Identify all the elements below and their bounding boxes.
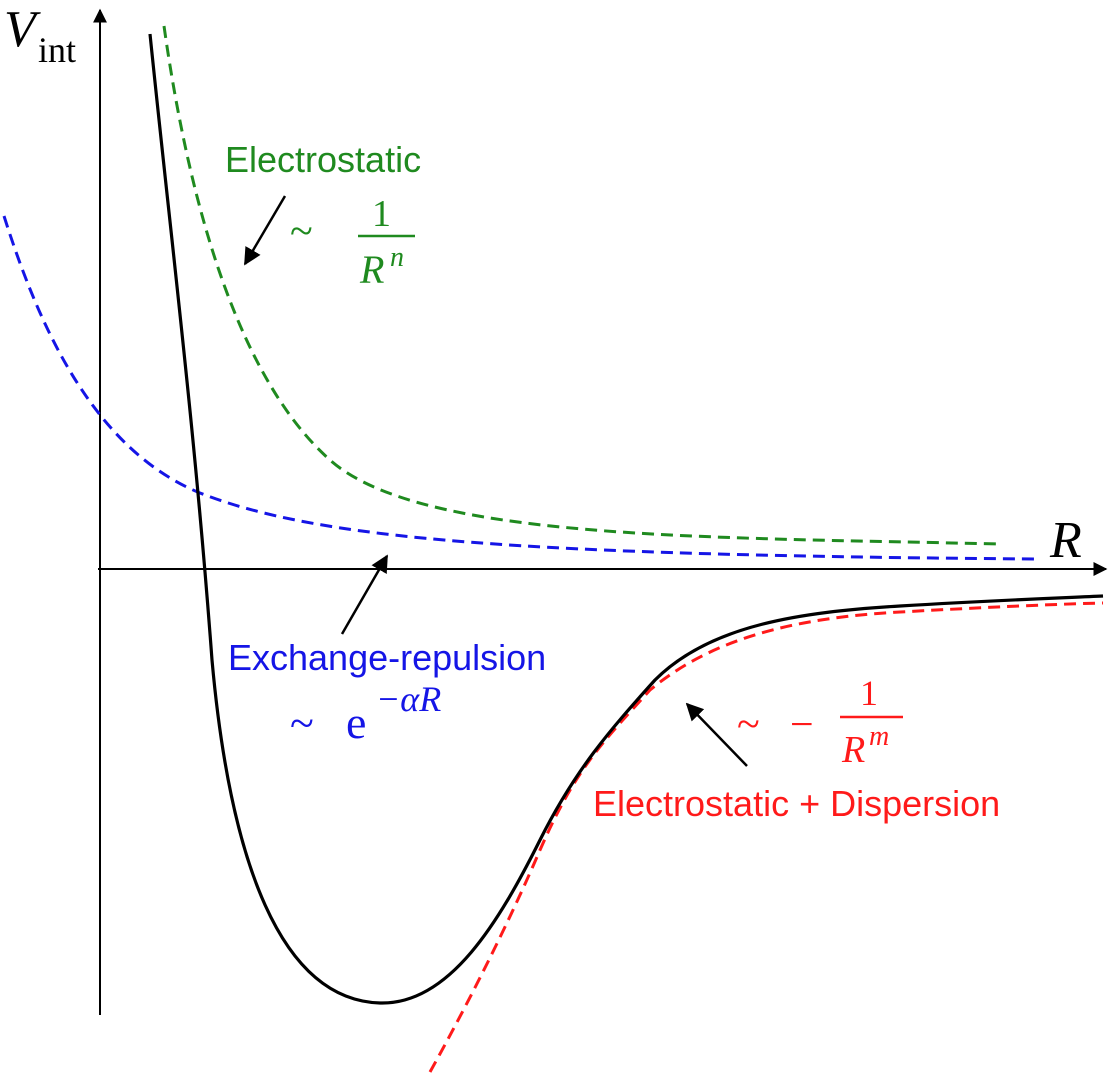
- dispersion-curve: [428, 601, 1104, 1073]
- electrostatic-title: Electrostatic: [225, 139, 421, 180]
- electrostatic-tilde: ~: [290, 209, 313, 255]
- dispersion-denominator-exponent: m: [869, 721, 889, 752]
- dispersion-numerator: 1: [860, 673, 878, 713]
- electrostatic-pointer-arrow: [243, 195, 287, 266]
- exchange-repulsion-curve: [2, 215, 1036, 561]
- total-interaction-curve: [148, 33, 1104, 1005]
- y-axis-label: V int: [4, 1, 76, 70]
- electrostatic-denominator-exponent: n: [390, 242, 404, 273]
- x-axis-label: R: [1049, 512, 1082, 569]
- dispersion-title: Electrostatic + Dispersion: [593, 783, 1000, 824]
- exchange-exponent: −αR: [376, 679, 441, 719]
- dispersion-tilde: ~: [737, 702, 760, 748]
- electrostatic-numerator: 1: [372, 193, 391, 235]
- electrostatic-denominator-base: R: [359, 247, 384, 292]
- dispersion-pointer-arrow: [685, 702, 748, 767]
- dispersion-annotation: ~ − 1 R m Electrostatic + Dispersion: [593, 673, 1000, 824]
- exchange-annotation: Exchange-repulsion ~ e −αR: [228, 554, 546, 748]
- exchange-tilde: ~: [290, 699, 314, 748]
- exchange-title: Exchange-repulsion: [228, 637, 546, 678]
- axes: [93, 8, 1108, 1015]
- exchange-base: e: [346, 697, 366, 748]
- y-axis-label-subscript: int: [38, 30, 76, 70]
- electrostatic-annotation: Electrostatic ~ 1 R n: [225, 139, 421, 292]
- electrostatic-curve: [162, 25, 1001, 546]
- dispersion-minus: −: [790, 702, 814, 748]
- y-axis-label-main: V: [4, 1, 41, 58]
- dispersion-denominator-base: R: [841, 729, 865, 771]
- exchange-pointer-arrow: [340, 554, 389, 635]
